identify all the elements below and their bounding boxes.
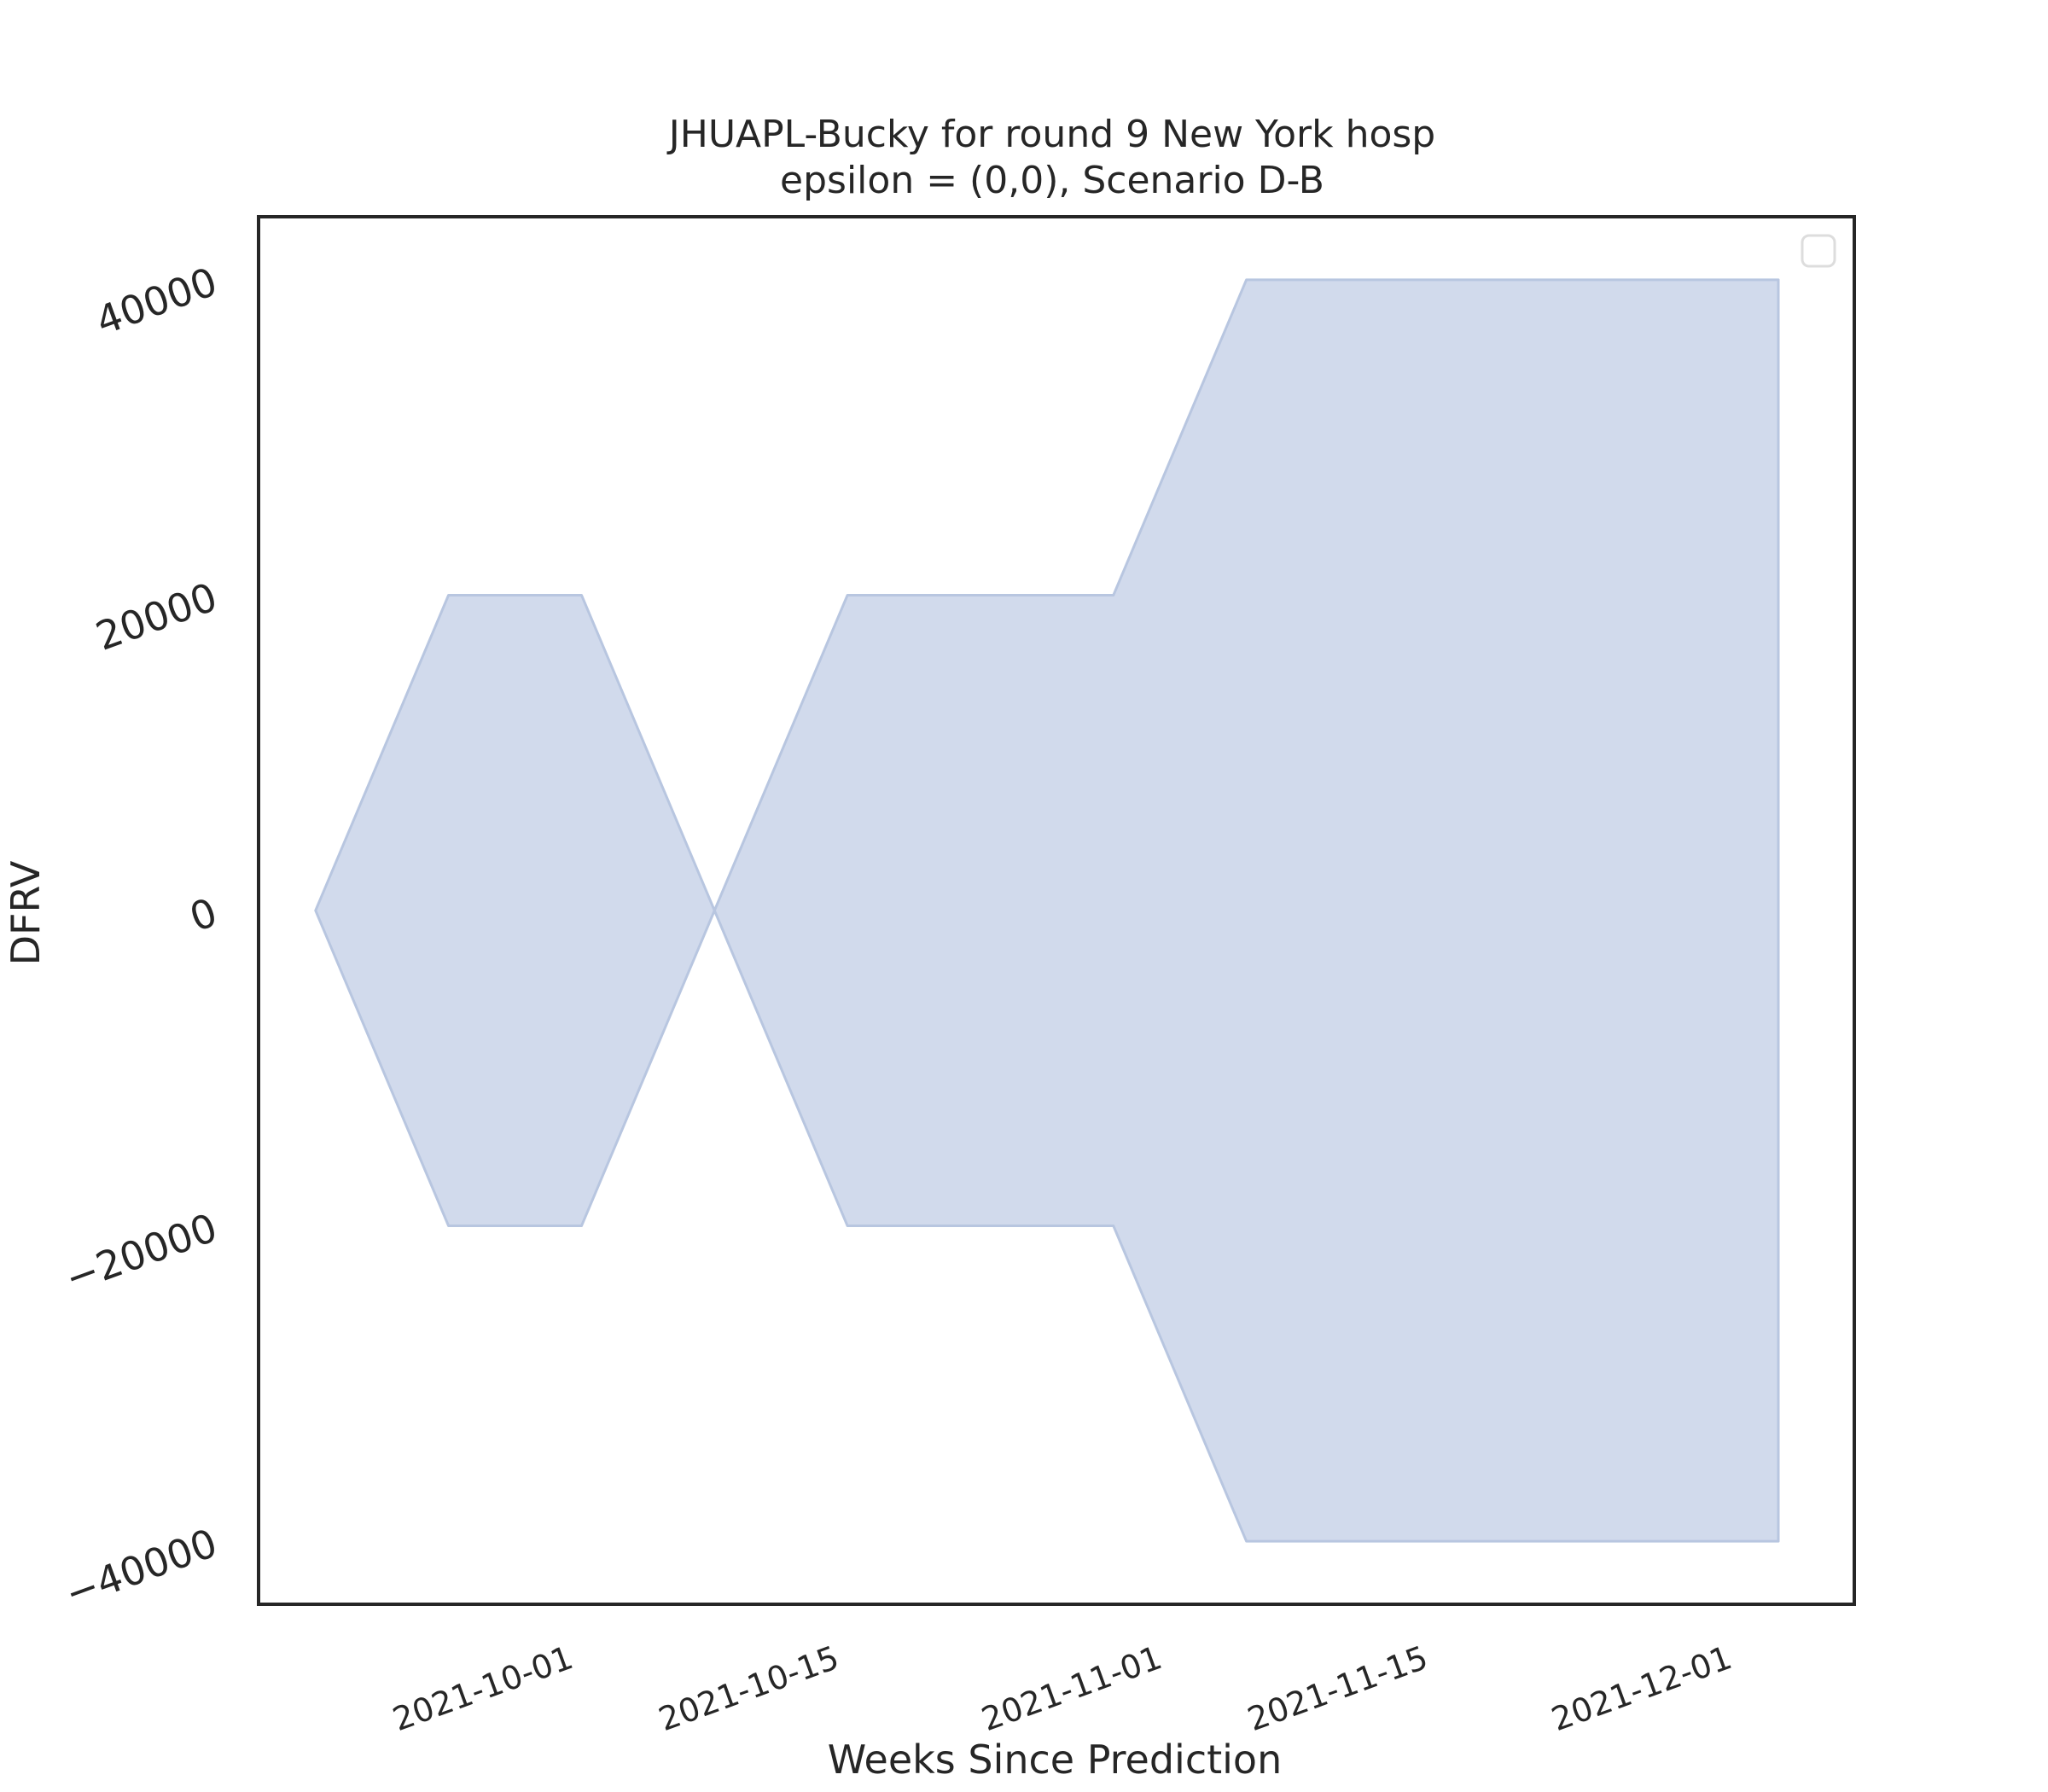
x-tick-label: 2021-10-15 — [654, 1638, 844, 1738]
x-axis-label: Weeks Since Prediction — [828, 1737, 1282, 1783]
legend-box[interactable] — [1801, 234, 1836, 268]
x-tick-label: 2021-10-01 — [387, 1638, 578, 1738]
y-axis-label: DFRV — [3, 860, 49, 965]
y-tick-label: 40000 — [90, 259, 223, 345]
y-tick-label: 20000 — [90, 573, 223, 660]
x-tick-labels: 2021-10-01 2021-10-15 2021-11-01 2021-11-15… — [387, 1638, 1737, 1738]
chart-title: JHUAPL-Bucky for round 9 New York hosp — [666, 113, 1435, 156]
plot-area — [314, 278, 1780, 1543]
y-tick-label: 0 — [183, 889, 223, 941]
x-tick-label: 2021-12-01 — [1546, 1638, 1737, 1738]
x-tick-label: 2021-11-15 — [1242, 1638, 1433, 1738]
y-tick-labels: 40000 20000 0 −20000 −40000 — [59, 259, 223, 1617]
plot-frame — [257, 215, 1856, 1606]
x-tick-label: 2021-11-01 — [977, 1638, 1167, 1738]
y-tick-label: −40000 — [59, 1520, 223, 1617]
y-tick-label: −20000 — [59, 1204, 223, 1301]
chart-subtitle: epsilon = (0,0), Scenario D-B — [780, 159, 1324, 202]
band-area-0 — [314, 278, 1780, 1543]
